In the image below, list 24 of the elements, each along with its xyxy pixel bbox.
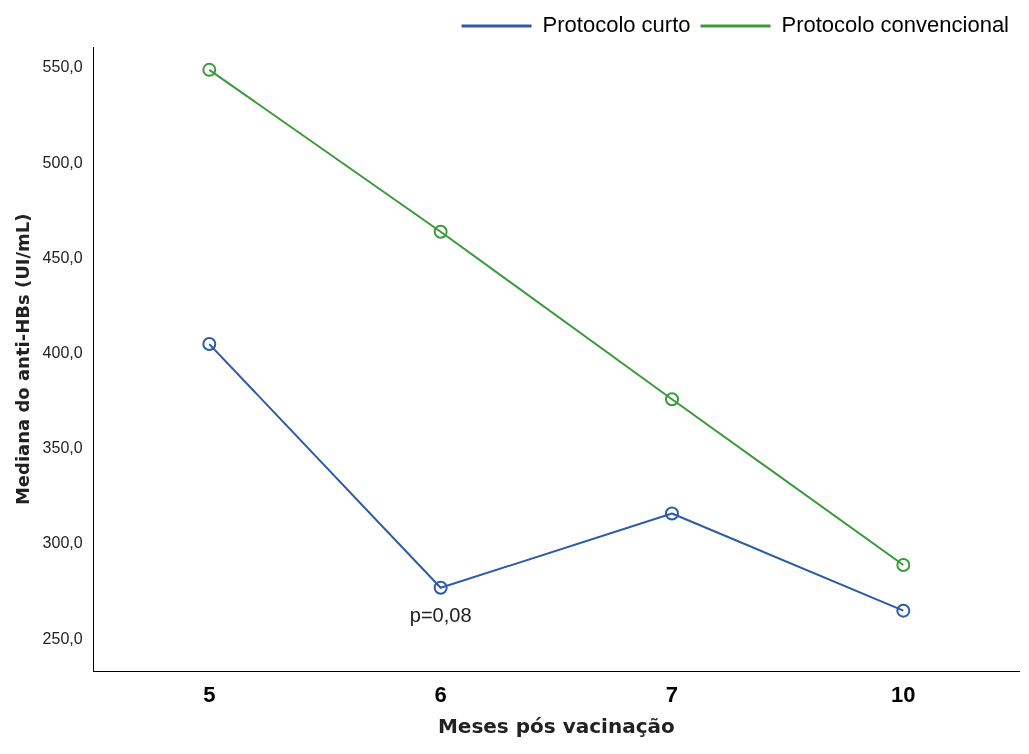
point bbox=[896, 557, 911, 572]
x-axis-title: Meses pós vacinação bbox=[437, 714, 675, 739]
y-tick-label: 400,0 bbox=[42, 343, 83, 361]
y-tick-label: 450,0 bbox=[42, 248, 83, 266]
y-tick-label: 350,0 bbox=[42, 439, 83, 457]
annotation: p=0,08 bbox=[409, 604, 472, 627]
x-tick-label: 10 bbox=[891, 681, 916, 707]
y-tick-label: 300,0 bbox=[42, 534, 83, 552]
point bbox=[202, 337, 217, 352]
x-tick-label: 6 bbox=[434, 681, 447, 707]
point bbox=[896, 603, 911, 618]
point bbox=[202, 62, 217, 77]
x-tick-label: 7 bbox=[665, 681, 679, 707]
point bbox=[664, 392, 679, 407]
x-tick-label: 5 bbox=[203, 681, 216, 707]
y-axis-title: Mediana do anti-HBs (UI/mL) bbox=[12, 213, 34, 506]
legend-label: Protocolo curto bbox=[542, 12, 691, 38]
legend-label: Protocolo convencional bbox=[781, 12, 1010, 38]
y-tick-label: 250,0 bbox=[42, 629, 83, 647]
point bbox=[433, 580, 448, 595]
y-tick-label: 500,0 bbox=[42, 153, 83, 171]
point bbox=[433, 224, 448, 239]
point bbox=[664, 506, 679, 521]
y-tick-label: 550,0 bbox=[42, 58, 83, 76]
